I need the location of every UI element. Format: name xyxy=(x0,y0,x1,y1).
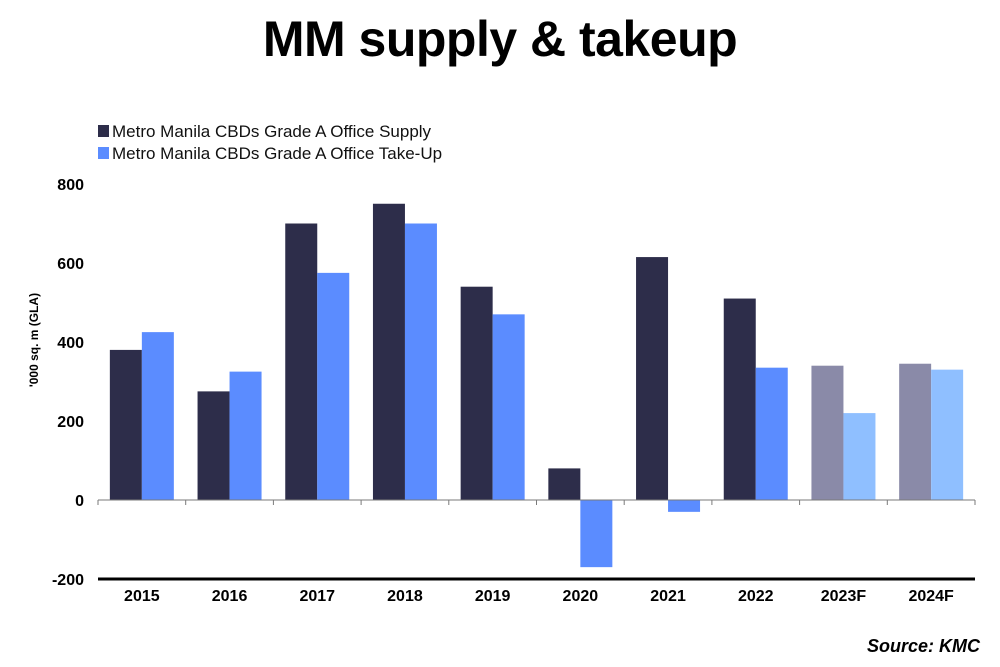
takeup-bar-2023F xyxy=(843,413,876,500)
supply-bar-2023F xyxy=(811,365,844,500)
y-tick-label: -200 xyxy=(52,572,84,589)
x-tick-label: 2016 xyxy=(212,588,248,605)
axes xyxy=(97,499,976,581)
takeup-bar-2021 xyxy=(668,500,701,512)
takeup-bar-2015 xyxy=(141,332,174,500)
x-tick-label: 2017 xyxy=(299,588,335,605)
source-note: Source: KMC xyxy=(866,636,980,656)
x-tick-label: 2024F xyxy=(908,588,954,605)
y-tick-label: 0 xyxy=(75,493,84,510)
legend-swatch-takeup xyxy=(98,147,109,159)
supply-bar-2022 xyxy=(723,298,756,500)
x-tick-label: 2020 xyxy=(563,588,599,605)
y-axis-label: '000 sq. m (GLA) xyxy=(27,293,41,387)
legend-label-takeup: Metro Manila CBDs Grade A Office Take-Up xyxy=(112,144,442,163)
x-tick-label: 2021 xyxy=(650,588,686,605)
x-tick-label: 2019 xyxy=(475,588,511,605)
takeup-bar-2020 xyxy=(580,500,613,568)
y-tick-labels: -200 0 200 400 600 800 xyxy=(52,177,84,589)
supply-bar-2019 xyxy=(460,286,493,500)
supply-bar-2015 xyxy=(109,349,142,500)
takeup-bar-2016 xyxy=(229,371,262,500)
y-tick-label: 800 xyxy=(57,177,84,194)
legend-swatch-supply xyxy=(98,125,109,137)
x-tick-labels: 2015 2016 2017 2018 2019 2020 2021 2022 2023F 202… xyxy=(124,588,954,605)
supply-bar-2024F xyxy=(899,363,932,500)
x-tick-label: 2018 xyxy=(387,588,423,605)
supply-bar-2017 xyxy=(285,223,318,500)
legend: Metro Manila CBDs Grade A Office Supply … xyxy=(98,122,442,163)
x-tick-label: 2023F xyxy=(821,588,867,605)
y-tick-label: 200 xyxy=(57,414,84,431)
legend-label-supply: Metro Manila CBDs Grade A Office Supply xyxy=(112,122,432,141)
takeup-bar-2018 xyxy=(404,223,437,500)
x-tick-label: 2022 xyxy=(738,588,774,605)
takeup-bar-2017 xyxy=(317,272,350,500)
y-tick-label: 600 xyxy=(57,256,84,273)
takeup-bar-2022 xyxy=(755,367,788,500)
supply-bar-2020 xyxy=(548,468,581,500)
y-tick-label: 400 xyxy=(57,335,84,352)
chart-title: MM supply & takeup xyxy=(262,11,738,67)
bars xyxy=(109,203,964,568)
supply-bar-2021 xyxy=(636,257,669,500)
x-tick-label: 2015 xyxy=(124,588,160,605)
supply-bar-2016 xyxy=(197,391,230,500)
takeup-bar-2019 xyxy=(492,314,525,500)
takeup-bar-2024F xyxy=(931,369,964,500)
supply-bar-2018 xyxy=(372,203,405,500)
